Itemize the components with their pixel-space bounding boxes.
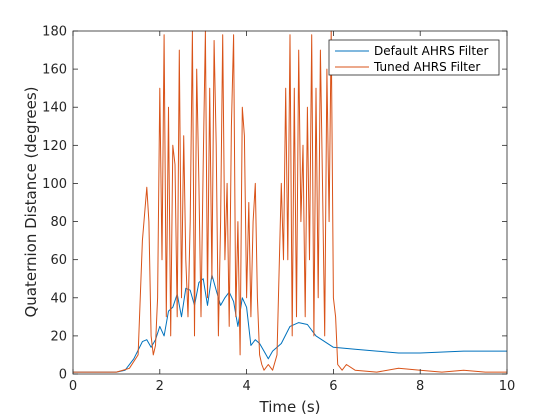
- x-axis-label: Time (s): [259, 398, 321, 416]
- y-tick-label: 40: [50, 291, 67, 306]
- y-tick-label: 0: [59, 368, 67, 383]
- x-tick-label: 10: [499, 379, 516, 394]
- y-tick-label: 100: [42, 177, 67, 192]
- x-tick-label: 6: [329, 379, 337, 394]
- y-axis: 0 20 40 60 80 100 120 140 160 180: [42, 25, 507, 383]
- series-layer: [73, 30, 507, 373]
- y-tick-label: 120: [42, 139, 67, 154]
- y-axis-label: Quaternion Distance (degrees): [22, 86, 40, 317]
- legend-label-tuned: Tuned AHRS Filter: [373, 60, 480, 74]
- y-tick-label: 140: [42, 101, 67, 116]
- legend-label-default: Default AHRS Filter: [374, 44, 488, 58]
- y-tick-label: 80: [50, 215, 67, 230]
- legend-box: [328, 39, 500, 76]
- series-line-tuned: [73, 30, 507, 373]
- x-tick-label: 0: [69, 379, 77, 394]
- y-tick-label: 20: [50, 329, 67, 344]
- x-tick-label: 8: [416, 379, 424, 394]
- x-tick-label: 2: [156, 379, 164, 394]
- legend: Default AHRS Filter Tuned AHRS Filter: [328, 39, 500, 76]
- axes-box: [72, 30, 508, 375]
- y-tick-label: 180: [42, 25, 67, 40]
- y-tick-label: 60: [50, 253, 67, 268]
- y-tick-label: 160: [42, 63, 67, 78]
- series-line-default: [73, 274, 507, 373]
- x-axis: 0 2 4 6 8 10: [69, 31, 515, 394]
- x-tick-label: 4: [242, 379, 250, 394]
